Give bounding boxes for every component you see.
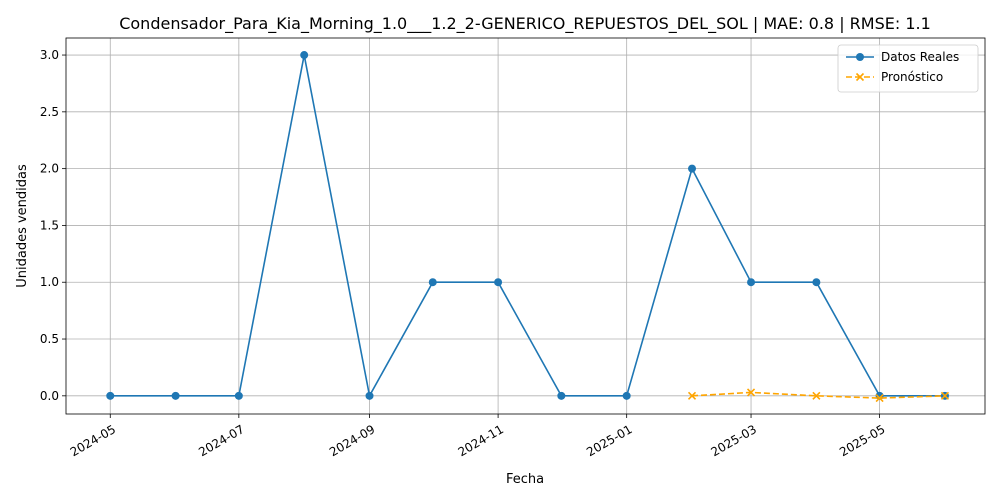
x-tick-label: 2025-03 (709, 422, 759, 459)
data-point (234, 391, 243, 400)
data-point (747, 278, 756, 287)
series-2 (687, 388, 950, 403)
legend-label: Pronóstico (881, 70, 943, 84)
data-point (688, 164, 697, 173)
x-tick-label: 2025-05 (837, 422, 887, 459)
chart-title: Condensador_Para_Kia_Morning_1.0___1.2_2… (119, 14, 931, 34)
y-tick-label: 2.5 (40, 105, 59, 119)
data-point (106, 391, 115, 400)
data-point (875, 394, 884, 403)
x-tick-label: 2024-05 (68, 422, 118, 459)
legend-label: Datos Reales (881, 50, 959, 64)
data-point (687, 391, 697, 400)
data-point (940, 391, 950, 400)
y-tick-label: 0.0 (40, 389, 59, 403)
data-point (494, 278, 503, 287)
legend: Datos Reales Pronóstico (837, 44, 979, 93)
y-axis-label: Unidades vendidas (15, 164, 30, 288)
y-tick-label: 1.0 (40, 275, 59, 289)
legend-marker (856, 53, 864, 61)
x-tick-label: 2025-01 (584, 422, 634, 459)
legend-marker (855, 72, 865, 82)
series-line (110, 54, 945, 399)
y-tick-label: 2.0 (40, 162, 59, 176)
data-point (622, 391, 631, 400)
data-point (365, 391, 374, 400)
y-tick-label: 3.0 (40, 48, 59, 62)
x-tick-label: 2024-07 (196, 422, 246, 459)
x-axis: 2024-05 2024-07 2024-09 2024-11 2025-01 2025-… (68, 414, 888, 459)
y-tick-label: 0.5 (40, 332, 59, 346)
x-tick-label: 2024-09 (327, 422, 377, 459)
data-point (300, 51, 309, 60)
x-axis-label: Fecha (506, 472, 544, 487)
y-axis: 0.0 0.5 1.0 1.5 2.0 2.5 3.0 (40, 48, 66, 403)
data-point (812, 278, 821, 287)
series-line (691, 391, 945, 399)
data-point (812, 391, 821, 400)
data-point (746, 388, 756, 397)
y-tick-label: 1.5 (40, 218, 59, 232)
data-point (428, 278, 437, 287)
plot-frame (65, 37, 986, 415)
grid (66, 38, 985, 414)
x-tick-label: 2024-11 (456, 422, 506, 459)
data-point (557, 391, 566, 400)
data-point (171, 391, 180, 400)
series-layer (106, 51, 950, 403)
